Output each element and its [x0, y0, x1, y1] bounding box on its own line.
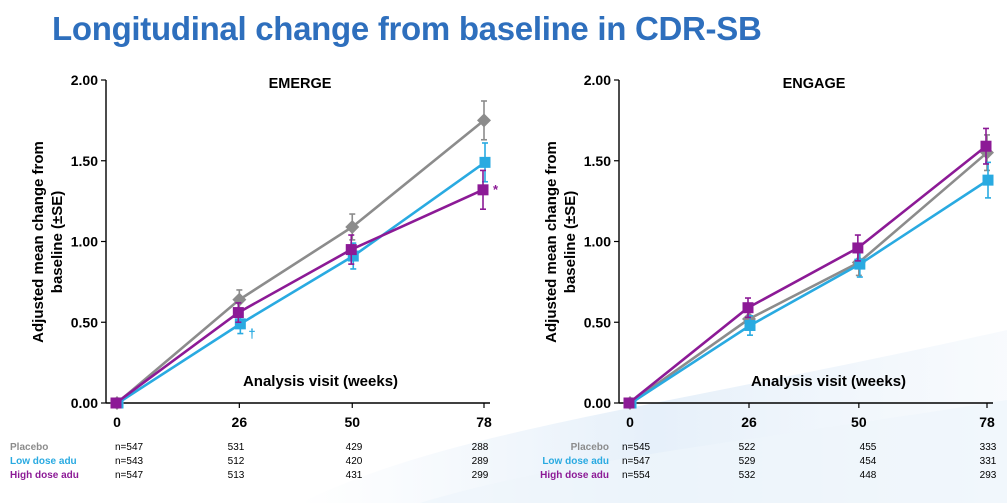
x-tick-label: 78 [476, 414, 492, 430]
n-table-cell: 288 [472, 442, 489, 453]
significance-marker: * [493, 182, 499, 197]
x-tick-label: 0 [626, 414, 634, 430]
y-axis-label-line: baseline (±SE) [49, 191, 66, 293]
series-line-placebo [629, 151, 988, 405]
x-axis-label: Analysis visit (weeks) [243, 373, 398, 390]
n-table-cell: 529 [739, 456, 756, 467]
n-table-cell: n=547 [622, 456, 651, 467]
y-tick-label: 0.00 [71, 395, 98, 411]
x-tick-label: 50 [344, 414, 360, 430]
y-axis-label: Adjusted mean change from baseline (±SE) [30, 141, 66, 343]
n-table-cell: 333 [980, 442, 997, 453]
data-point [477, 113, 491, 128]
y-tick-label: 1.00 [71, 234, 98, 250]
n-table-cell: 531 [228, 442, 245, 453]
n-table-cell: 513 [228, 470, 245, 481]
series-line-high-dose-adu [628, 145, 987, 405]
n-table-cell: n=554 [622, 470, 651, 481]
n-table-cell: 522 [739, 442, 756, 453]
y-tick-label: 0.50 [71, 314, 98, 330]
y-tick-label: 1.50 [71, 153, 98, 169]
n-table-cell: 512 [228, 456, 245, 467]
data-point [852, 242, 864, 254]
x-tick-label: 50 [851, 414, 867, 430]
n-table-group-label: Low dose adu [10, 456, 77, 467]
data-point [744, 319, 756, 331]
data-point [345, 244, 357, 256]
y-tick-label: 1.50 [584, 153, 611, 169]
n-table-group-label: High dose adu [10, 470, 79, 481]
n-table-cell: 454 [860, 456, 877, 467]
y-axis-label-line: Adjusted mean change from [30, 141, 47, 343]
n-table-cell: n=545 [622, 442, 651, 453]
n-table-cell: 532 [739, 470, 756, 481]
data-point [479, 156, 491, 168]
x-tick-label: 78 [979, 414, 995, 430]
data-point [234, 318, 246, 330]
n-table-group-label: High dose adu [540, 470, 609, 481]
n-table-cell: 455 [860, 442, 877, 453]
data-point [854, 258, 866, 270]
data-point [110, 397, 122, 409]
x-tick-label: 26 [741, 414, 757, 430]
x-tick-label: 0 [113, 414, 121, 430]
n-table-cell: 448 [860, 470, 877, 481]
data-point [982, 174, 994, 186]
y-tick-label: 2.00 [584, 72, 611, 88]
slide-title: Longitudinal change from baseline in CDR… [52, 10, 762, 47]
n-table-cell: 331 [980, 456, 997, 467]
data-point [623, 397, 635, 409]
y-axis-label: Adjusted mean change from baseline (±SE) [543, 141, 579, 343]
n-table-cell: 299 [472, 470, 489, 481]
data-point [345, 219, 360, 234]
data-point [477, 184, 489, 196]
chart-title: EMERGE [269, 76, 332, 92]
series-line-low-dose-adu [630, 179, 989, 405]
n-table-cell: n=547 [115, 442, 144, 453]
n-table-cell: 429 [346, 442, 363, 453]
n-table-group-label: Placebo [571, 442, 609, 453]
data-point [742, 302, 754, 314]
n-table-cell: 293 [980, 470, 997, 481]
x-tick-label: 26 [232, 414, 248, 430]
chart-title: ENGAGE [783, 76, 846, 92]
data-point [980, 140, 992, 152]
n-table-cell: 289 [472, 456, 489, 467]
y-tick-label: 2.00 [71, 72, 98, 88]
series-line-placebo [116, 119, 485, 404]
x-axis-label: Analysis visit (weeks) [751, 373, 906, 390]
n-table-group-label: Low dose adu [542, 456, 609, 467]
n-table-cell: n=543 [115, 456, 144, 467]
y-tick-label: 0.00 [584, 395, 611, 411]
significance-marker: † [248, 326, 255, 341]
chart-panel-engage: ENGAGE 0.00 0.50 1.00 1.50 2.00 0 26 50 78 Analysi… [540, 72, 997, 481]
n-table-cell: 431 [346, 470, 363, 481]
n-table-group-label: Placebo [10, 442, 48, 453]
y-axis-label-line: baseline (±SE) [562, 191, 579, 293]
series-line-low-dose-adu [117, 161, 486, 405]
y-tick-label: 0.50 [584, 314, 611, 330]
y-tick-label: 1.00 [584, 234, 611, 250]
n-table-cell: n=547 [115, 470, 144, 481]
series-line-high-dose-adu [115, 188, 484, 405]
data-point [347, 250, 359, 262]
n-table-cell: 420 [346, 456, 363, 467]
chart-panel-emerge: EMERGE 0.00 0.50 1.00 1.50 2.00 0 26 50 78 Analysi… [10, 72, 499, 481]
y-axis-label-line: Adjusted mean change from [543, 141, 560, 343]
data-point [232, 307, 244, 319]
